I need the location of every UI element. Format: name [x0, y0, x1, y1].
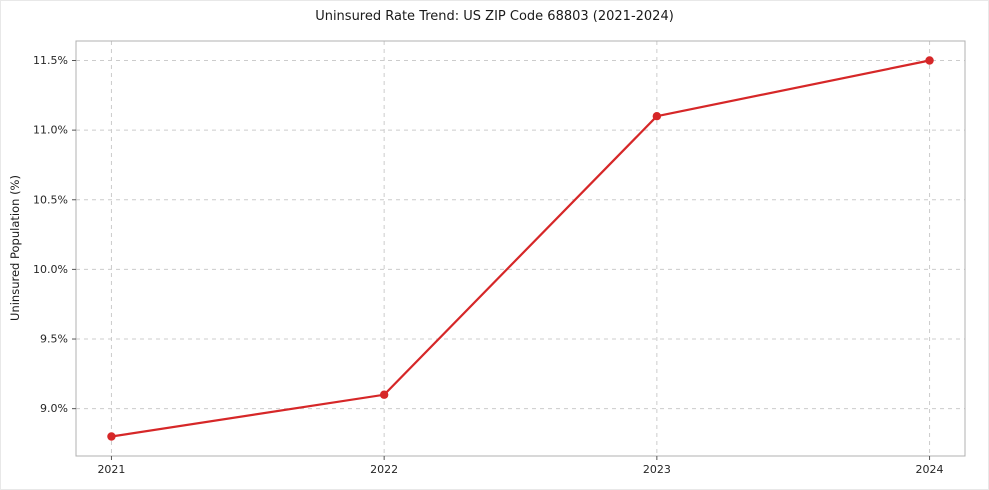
- y-axis-label: Uninsured Population (%): [8, 175, 22, 321]
- y-tick-label: 9.5%: [40, 333, 68, 346]
- y-tick-label: 11.0%: [33, 124, 68, 137]
- data-point-marker: [379, 390, 389, 399]
- trend-line: [110, 59, 931, 438]
- data-point-marker: [652, 112, 662, 121]
- x-tick-label: 2021: [97, 463, 125, 476]
- x-tick-label: 2023: [643, 463, 671, 476]
- y-tick-label: 10.0%: [33, 263, 68, 276]
- data-point-marker: [107, 432, 116, 441]
- chart-title: Uninsured Rate Trend: US ZIP Code 68803 …: [315, 9, 674, 24]
- y-tick-label: 9.0%: [40, 402, 68, 415]
- y-tick-label: 10.5%: [33, 193, 68, 206]
- data-point-marker: [925, 56, 934, 65]
- y-tick-label: 11.5%: [33, 54, 68, 67]
- plot-border: [75, 40, 966, 457]
- x-tick-label: 2024: [916, 463, 944, 476]
- x-tick-label: 2022: [370, 463, 398, 476]
